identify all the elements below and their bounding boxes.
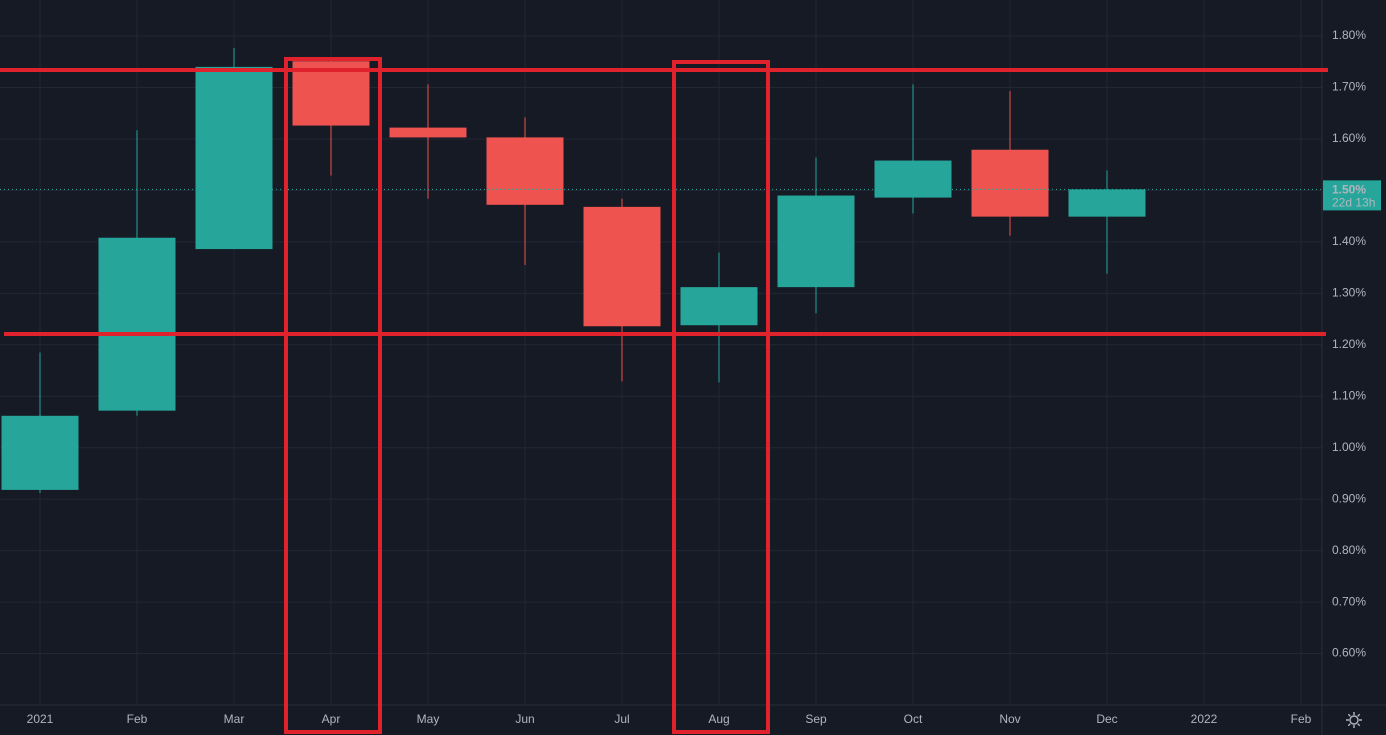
- x-tick-label: Aug: [708, 712, 729, 726]
- y-tick-label: 0.70%: [1332, 594, 1366, 608]
- x-tick-label: Dec: [1096, 712, 1117, 726]
- x-tick-label: 2021: [27, 712, 54, 726]
- y-tick-label: 1.10%: [1332, 388, 1366, 402]
- y-tick-label: 1.80%: [1332, 28, 1366, 42]
- candle-body: [98, 237, 176, 411]
- x-tick-label: 2022: [1191, 712, 1218, 726]
- y-tick-label: 1.60%: [1332, 131, 1366, 145]
- settings-icon[interactable]: [1346, 712, 1362, 728]
- candle-body: [971, 149, 1049, 217]
- x-tick-label: Jun: [515, 712, 534, 726]
- x-tick-label: Feb: [1291, 712, 1312, 726]
- last-price-label: 1.50%: [1332, 183, 1366, 197]
- candle-body: [777, 195, 855, 288]
- highlight-box: [672, 60, 770, 734]
- candle-body: [486, 137, 564, 205]
- x-tick-label: Jul: [614, 712, 629, 726]
- annotations: [0, 57, 1328, 734]
- x-tick-label: Nov: [999, 712, 1020, 726]
- y-tick-label: 1.40%: [1332, 234, 1366, 248]
- candle-body: [1, 415, 79, 490]
- y-tick-label: 1.20%: [1332, 337, 1366, 351]
- candle-body: [389, 127, 467, 138]
- y-tick-label: 0.60%: [1332, 646, 1366, 660]
- x-tick-label: Mar: [224, 712, 245, 726]
- y-tick-label: 0.80%: [1332, 543, 1366, 557]
- x-tick-label: May: [417, 712, 440, 726]
- y-tick-label: 1.70%: [1332, 80, 1366, 94]
- y-tick-label: 0.90%: [1332, 491, 1366, 505]
- countdown-label: 22d 13h: [1332, 196, 1375, 210]
- candles: [0, 47, 1322, 493]
- y-tick-label: 1.00%: [1332, 440, 1366, 454]
- candle-body: [195, 66, 273, 250]
- candle-body: [874, 160, 952, 198]
- x-tick-label: Oct: [904, 712, 923, 726]
- candle-body: [1068, 189, 1146, 217]
- highlight-box: [284, 57, 382, 734]
- x-tick-label: Sep: [805, 712, 827, 726]
- x-tick-label: Apr: [322, 712, 341, 726]
- x-tick-label: Feb: [127, 712, 148, 726]
- candle-body: [583, 206, 661, 327]
- y-tick-label: 1.30%: [1332, 285, 1366, 299]
- last-price-badge: [1323, 180, 1381, 211]
- candle-body: [680, 287, 758, 326]
